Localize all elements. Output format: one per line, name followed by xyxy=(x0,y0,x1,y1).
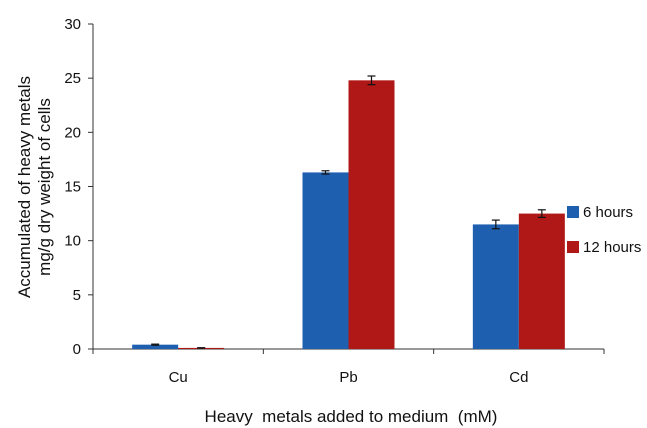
category-labels: Cu Pb Cd xyxy=(169,369,529,386)
y-tick-label: 15 xyxy=(64,179,81,196)
legend-swatch-series-1 xyxy=(567,206,579,218)
y-tick-label: 25 xyxy=(64,70,81,87)
legend: 6 hours 12 hours xyxy=(567,204,641,256)
legend-label-series-1: 6 hours xyxy=(583,204,633,221)
y-tick-label: 20 xyxy=(64,124,81,141)
y-tick-label: 5 xyxy=(73,287,81,304)
legend-swatch-series-2 xyxy=(567,241,579,253)
error-bar-cd-series-2 xyxy=(537,209,546,218)
y-axis-ticks: 0 5 10 15 20 25 30 xyxy=(64,16,93,358)
y-axis-title-line-1: Accumulated of heavy metals xyxy=(15,76,34,298)
error-bar-cu-series-1 xyxy=(151,343,160,346)
bar-pb-series-1 xyxy=(302,172,349,349)
bars-group xyxy=(132,75,565,349)
bar-cd-series-2 xyxy=(518,213,565,349)
category-label-cd: Cd xyxy=(509,369,528,386)
category-label-pb: Pb xyxy=(339,369,357,386)
error-bar-pb-series-1 xyxy=(321,170,330,175)
y-axis-title-line-2: mg/g dry weight of cells xyxy=(35,98,54,276)
category-label-cu: Cu xyxy=(169,369,188,386)
x-axis-ticks xyxy=(92,349,605,354)
bar-cd-series-1 xyxy=(472,224,519,349)
bar-pb-series-2 xyxy=(348,80,395,349)
y-tick-label: 30 xyxy=(64,16,81,33)
x-axis-title: Heavy metals added to medium (mM) xyxy=(205,407,498,426)
legend-label-series-2: 12 hours xyxy=(583,239,641,256)
error-bar-cd-series-1 xyxy=(491,219,500,230)
y-tick-label: 10 xyxy=(64,233,81,250)
bar-cu-series-1 xyxy=(132,344,179,349)
y-axis-title: Accumulated of heavy metals mg/g dry wei… xyxy=(15,76,54,298)
error-bar-pb-series-2 xyxy=(367,75,376,86)
y-tick-label: 0 xyxy=(73,341,81,358)
